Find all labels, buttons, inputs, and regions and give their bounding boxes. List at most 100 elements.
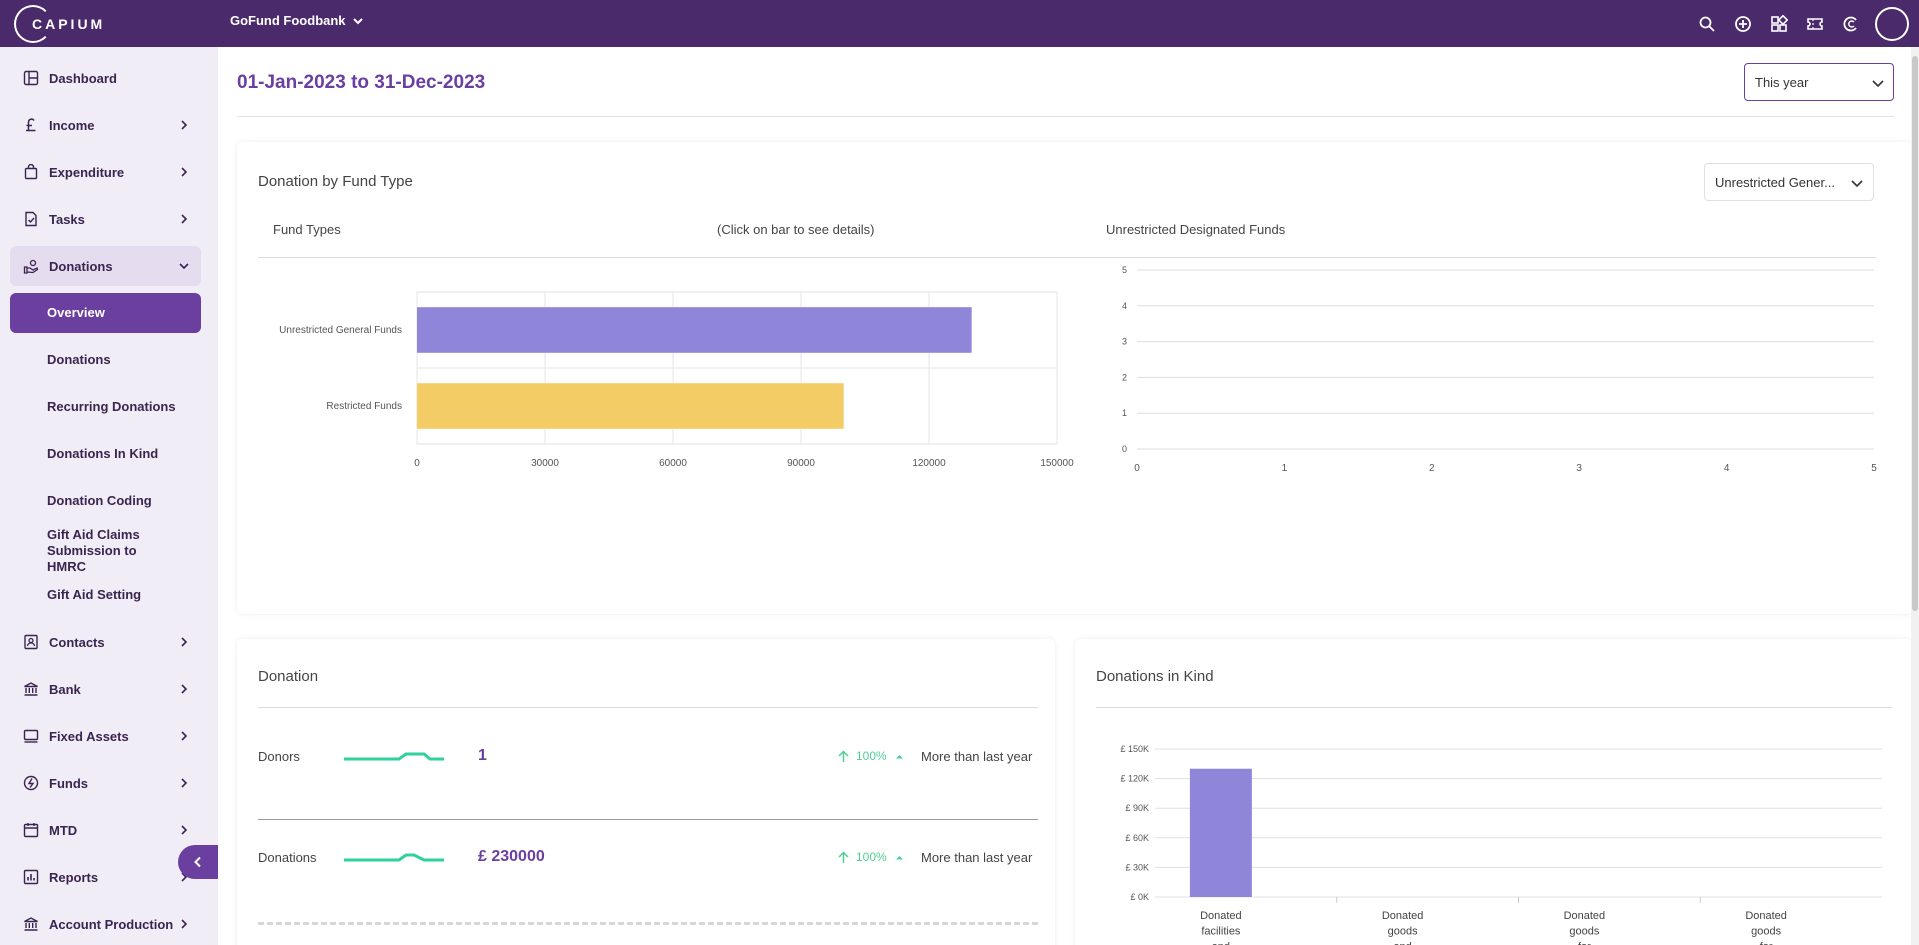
caret-up-icon — [895, 754, 903, 758]
y-tick-label: £ 60K — [1125, 833, 1149, 843]
sidebar-item-dashboard[interactable]: Dashboard — [10, 58, 201, 98]
sidebar-subitem-donations-in-kind[interactable]: Donations In Kind — [47, 446, 159, 461]
task-icon — [20, 211, 42, 227]
funds-icon — [20, 775, 42, 791]
chevron-down-icon — [352, 17, 363, 24]
fund-type-bar-chart[interactable]: 0 30000 60000 90000 120000 150000 Unrestricted… — [237, 262, 1097, 482]
sidebar-item-account-production[interactable]: Account Production — [10, 904, 201, 944]
designated-funds-label: Unrestricted Designated Funds — [1106, 222, 1286, 237]
bar-restricted-funds[interactable] — [417, 383, 844, 429]
y-tick-label: £ 90K — [1125, 803, 1149, 813]
chevron-right-icon — [181, 214, 188, 224]
chevron-right-icon — [181, 120, 188, 130]
x-tick-label: 120000 — [912, 458, 946, 469]
fund-type-select[interactable]: Unrestricted Gener... — [1704, 163, 1874, 201]
collapse-sidebar-button[interactable] — [178, 845, 218, 879]
sidebar-subitem-recurring-donations[interactable]: Recurring Donations — [47, 399, 176, 414]
sidebar-item-mtd[interactable]: MTD — [10, 810, 201, 850]
x-tick-label: 5 — [1871, 463, 1877, 472]
bar-unrestricted-general-funds[interactable] — [417, 307, 972, 353]
chart-hint: (Click on bar to see details) — [717, 222, 875, 237]
ticket-icon[interactable] — [1797, 0, 1833, 47]
donations-in-kind-chart[interactable]: £ 0K £ 30K £ 60K £ 90K £ 120K £ 150K Donated fa… — [1075, 719, 1913, 945]
org-switcher[interactable]: GoFund Foodbank — [230, 13, 364, 28]
sidebar-item-income[interactable]: Income — [10, 105, 201, 145]
divider — [258, 707, 1038, 708]
y-tick-label: £ 120K — [1120, 774, 1149, 784]
sidebar-subitem-donations[interactable]: Donations — [47, 352, 111, 367]
add-circle-icon[interactable] — [1725, 0, 1761, 47]
x-tick-label: 30000 — [531, 458, 559, 469]
search-icon[interactable] — [1689, 0, 1725, 47]
sidebar-subitem-donation-coding[interactable]: Donation Coding — [47, 493, 152, 508]
chevron-right-icon — [181, 684, 188, 694]
sidebar-item-tasks[interactable]: Tasks — [10, 199, 201, 239]
x-tick-label: 1 — [1282, 463, 1288, 472]
x-tick-label: 0 — [414, 458, 420, 469]
pound-icon — [20, 117, 42, 133]
sidebar-item-bank[interactable]: Bank — [10, 669, 201, 709]
y-tick-label: 4 — [1122, 301, 1127, 311]
sidebar-subitem-overview[interactable]: Overview — [10, 293, 201, 333]
x-tick-label: Donatedgoodsandservicescapitalised — [1377, 910, 1429, 945]
fund-types-label: Fund Types — [273, 222, 341, 237]
bar-1[interactable] — [1189, 768, 1252, 897]
date-range: 01-Jan-2023 to 31-Dec-2023 — [237, 72, 486, 93]
divider — [1096, 707, 1892, 708]
y-tick-label: Unrestricted General Funds — [279, 325, 402, 336]
chevron-right-icon — [181, 637, 188, 647]
apps-icon[interactable] — [1761, 0, 1797, 47]
sidebar-item-contacts[interactable]: Contacts — [10, 622, 201, 662]
sidebar-item-fixed-assets[interactable]: Fixed Assets — [10, 716, 201, 756]
donors-row: Donors 1 100% More than last year — [258, 736, 1038, 776]
capium-logo[interactable]: CAPIUM — [14, 4, 102, 44]
capium-icon[interactable] — [1833, 0, 1869, 47]
org-name: GoFund Foodbank — [230, 13, 346, 28]
x-tick-label: Donatedgoodsfordistributionto — [1558, 910, 1611, 945]
chevron-down-icon — [1872, 80, 1884, 88]
divider — [258, 819, 1038, 820]
sidebar-item-funds[interactable]: Funds — [10, 763, 201, 803]
x-tick-label: Donatedfacilitiesandservices — [1200, 910, 1242, 945]
avatar[interactable] — [1875, 6, 1909, 41]
sidebar-item-reports[interactable]: Reports — [10, 857, 201, 897]
divider — [258, 257, 1876, 258]
x-tick-label: 90000 — [787, 458, 815, 469]
donations-row: Donations £ 230000 100% More than last y… — [258, 837, 1038, 877]
trend-up: 100% — [837, 749, 906, 763]
divider — [237, 116, 1894, 117]
scrollbar-thumb[interactable] — [1912, 56, 1918, 611]
chevron-down-icon — [179, 263, 189, 270]
arrow-up-icon — [838, 749, 849, 762]
card-title: Donation by Fund Type — [258, 173, 413, 190]
sparkline-icon — [344, 752, 444, 761]
x-tick-label: 60000 — [659, 458, 687, 469]
chevron-left-icon — [194, 856, 201, 868]
y-tick-label: 1 — [1122, 408, 1127, 418]
y-tick-label: Restricted Funds — [326, 401, 402, 412]
y-tick-label: £ 30K — [1125, 862, 1149, 872]
x-tick-label: 150000 — [1040, 458, 1074, 469]
y-tick-label: £ 150K — [1120, 744, 1149, 754]
chevron-right-icon — [181, 825, 188, 835]
contacts-icon — [20, 634, 42, 650]
chevron-right-icon — [181, 167, 188, 177]
donation-icon — [20, 258, 42, 274]
card-title: Donation — [258, 668, 319, 685]
fixed-assets-icon — [20, 728, 42, 744]
sidebar-subitem-gift-aid-claims[interactable]: Gift Aid Claims Submission to HMRC — [47, 527, 140, 574]
main-content: 01-Jan-2023 to 31-Dec-2023 This year Don… — [218, 47, 1919, 945]
caret-up-icon — [895, 855, 903, 859]
chevron-down-icon — [1851, 180, 1863, 188]
trend-up: 100% — [837, 850, 906, 864]
reports-icon — [20, 869, 42, 885]
x-tick-label: 3 — [1576, 463, 1582, 472]
y-tick-label: 3 — [1122, 337, 1127, 347]
sidebar-item-donations[interactable]: Donations — [10, 246, 201, 286]
sparkline-icon — [344, 853, 444, 862]
x-tick-label: 2 — [1429, 463, 1435, 472]
sidebar-subitem-gift-aid-setting[interactable]: Gift Aid Setting — [47, 587, 142, 602]
y-tick-label: £ 0K — [1130, 892, 1149, 902]
sidebar-item-expenditure[interactable]: Expenditure — [10, 152, 201, 192]
period-select[interactable]: This year — [1744, 63, 1894, 101]
